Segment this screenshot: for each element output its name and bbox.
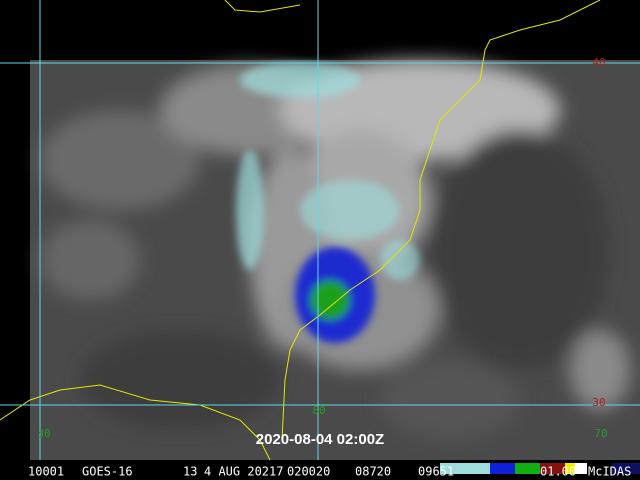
status-field: 4 AUG 20217 (204, 465, 283, 479)
grid-label: 70 (594, 427, 607, 440)
grid-label: 30 (592, 396, 605, 409)
color-scale (440, 463, 640, 474)
grid-label: 40 (592, 56, 605, 69)
status-field: 13 (183, 465, 197, 479)
status-field: 08720 (355, 465, 391, 479)
grid-label: 80 (312, 404, 325, 417)
status-field: GOES-16 (82, 465, 133, 479)
status-field: 020020 (287, 465, 330, 479)
grid-label: 30 (37, 427, 50, 440)
status-field: 09651 (418, 465, 454, 479)
timestamp: 2020-08-04 02:00Z (256, 431, 384, 448)
brand: McIDAS (588, 465, 631, 479)
status-field: 01.00 (540, 465, 576, 479)
status-field: 10001 (28, 465, 64, 479)
lat-lon-grid (0, 0, 640, 460)
